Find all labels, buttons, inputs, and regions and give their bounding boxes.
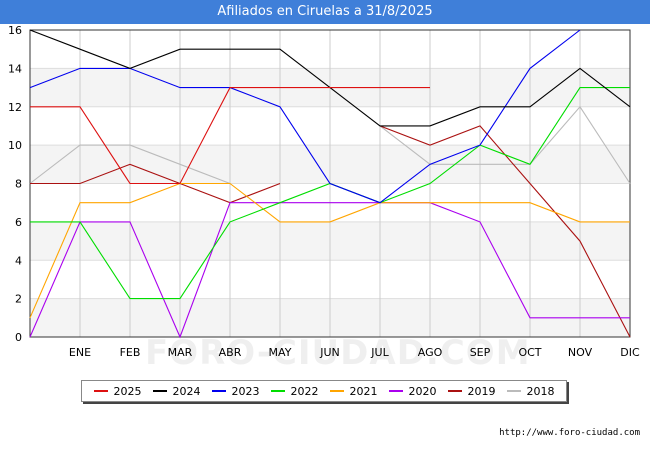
legend-item-2018: 2018 (506, 384, 555, 398)
legend-label: 2024 (172, 384, 201, 398)
line-chart: 0 2 4 6 8 10 12 14 16 ENE FEB MAR ABR MAY JUN JUL AGO SE… (8, 24, 640, 359)
series-lines (29, 29, 631, 339)
legend-label: 2018 (526, 384, 555, 398)
source-url[interactable]: http://www.foro-ciudad.com (499, 428, 640, 438)
x-tick-label: MAR (168, 346, 193, 359)
legend-label: 2019 (467, 384, 496, 398)
y-tick-label: 4 (15, 254, 22, 267)
legend-label: 2022 (290, 384, 319, 398)
legend-swatch (270, 390, 285, 392)
y-tick-label: 16 (8, 24, 22, 37)
legend-item-2024: 2024 (152, 384, 201, 398)
y-tick-label: 8 (15, 178, 22, 191)
y-tick-label: 14 (8, 62, 22, 75)
x-tick-label: AGO (418, 346, 443, 359)
watermark: FORO-CIUDAD.COM (145, 333, 531, 373)
legend-item-2019: 2019 (447, 384, 496, 398)
chart-title: Afiliados en Ciruelas a 31/8/2025 (0, 0, 650, 24)
legend-swatch (329, 390, 344, 392)
x-tick-label: DIC (620, 346, 640, 359)
x-tick-label: JUL (370, 346, 389, 359)
y-tick-label: 12 (8, 101, 22, 114)
legend-item-2022: 2022 (270, 384, 319, 398)
legend-item-2025: 2025 (93, 384, 142, 398)
x-tick-label: SEP (470, 346, 491, 359)
x-tick-label: NOV (568, 346, 593, 359)
legend-swatch (447, 390, 462, 392)
series-line-2018 (29, 105, 631, 185)
legend-label: 2023 (231, 384, 260, 398)
legend-swatch (93, 390, 108, 392)
x-tick-label: JUN (319, 346, 340, 359)
legend-swatch (506, 390, 521, 392)
series-line-2023 (29, 29, 581, 204)
legend-swatch (211, 390, 226, 392)
y-tick-labels: 0 2 4 6 8 10 12 14 16 (8, 24, 22, 344)
series-line-2020 (29, 202, 630, 339)
legend-label: 2021 (349, 384, 378, 398)
x-tick-labels: ENE FEB MAR ABR MAY JUN JUL AGO SEP OCT NOV DIC (69, 346, 640, 359)
legend: 2025 2024 2023 2022 2021 2020 2019 2018 (81, 380, 567, 402)
legend-item-2023: 2023 (211, 384, 260, 398)
legend-swatch (388, 390, 403, 392)
x-tick-label: ENE (69, 346, 91, 359)
x-tick-label: ABR (219, 346, 242, 359)
legend-item-2021: 2021 (329, 384, 378, 398)
legend-swatch (152, 390, 167, 392)
x-tick-label: OCT (518, 346, 541, 359)
y-tick-label: 2 (15, 293, 22, 306)
x-tick-label: MAY (269, 346, 292, 359)
y-tick-label: 6 (15, 216, 22, 229)
legend-label: 2025 (113, 384, 142, 398)
y-tick-label: 10 (8, 139, 22, 152)
series-line-2025 (30, 87, 430, 185)
legend-item-2020: 2020 (388, 384, 437, 398)
x-tick-label: FEB (120, 346, 141, 359)
series-line-2021 (29, 182, 630, 319)
y-tick-label: 0 (15, 331, 22, 344)
legend-label: 2020 (408, 384, 437, 398)
